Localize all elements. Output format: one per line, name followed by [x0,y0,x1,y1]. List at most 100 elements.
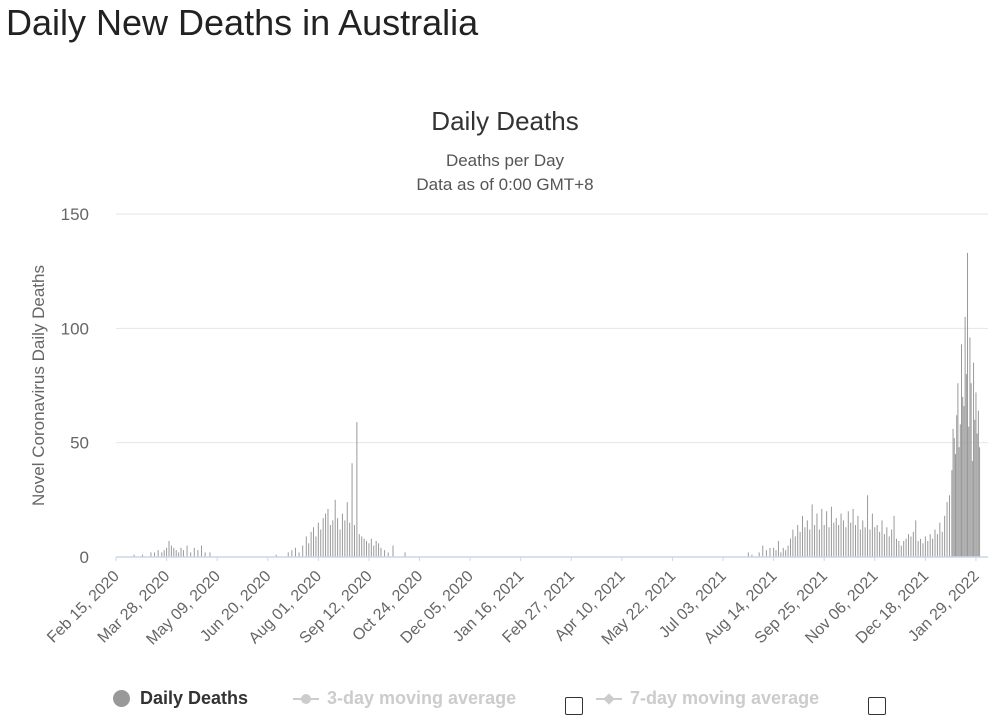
bar [835,518,837,557]
legend-item-7-day-average[interactable]: 7-day moving average [596,688,819,709]
bar [175,550,177,557]
bar [830,506,832,557]
bar [758,552,760,557]
legend-item-daily-deaths[interactable]: Daily Deaths [113,688,248,709]
bar [826,511,828,557]
bar [150,552,152,557]
bar [958,447,960,557]
bar [816,513,818,557]
bar [968,426,970,557]
bar [154,552,156,557]
bar [956,415,958,557]
bar [811,504,813,557]
bar [821,508,823,557]
bar [967,252,969,557]
y-axis-title: Novel Coronavirus Daily Deaths [29,265,48,506]
bar [769,547,771,557]
bar [337,518,339,557]
bar [823,524,825,557]
bar [787,545,789,557]
bar [953,438,955,557]
bar [322,518,324,557]
bar [315,536,317,557]
7-day-average-checkbox[interactable] [868,697,886,715]
bar [294,547,296,557]
bar [157,550,159,557]
bar [792,529,794,557]
legend-label: 7-day moving average [630,688,820,708]
bar [339,529,341,557]
bar [838,524,840,557]
bar [404,552,406,557]
bar [814,524,816,557]
bar [334,499,336,557]
bar [133,554,135,557]
bar [378,543,380,557]
bar [193,547,195,557]
bar [380,547,382,557]
bar [765,550,767,557]
bar [847,511,849,557]
bar [361,536,363,557]
bar [166,547,168,557]
bar [876,524,878,557]
y-tick-label: 150 [61,205,89,224]
bar [782,547,784,557]
bar [353,524,355,557]
bar [806,520,808,557]
bar [773,547,775,557]
bar [298,552,300,557]
bar [962,396,964,557]
bar [775,550,777,557]
bar [346,502,348,557]
bar [857,515,859,557]
bar [963,406,965,557]
bar [908,534,910,557]
chart-legend: Daily Deaths 3-day moving average 7-day … [0,688,1000,718]
bar [886,527,888,557]
legend-item-3-day-average[interactable]: 3-day moving average [293,688,516,709]
bar [785,550,787,557]
bar [182,550,184,557]
bar [351,463,353,557]
bar [924,536,926,557]
bar [275,554,277,557]
bar [368,543,370,557]
bar [879,531,881,557]
legend-label: Daily Deaths [140,688,249,708]
3-day-average-checkbox[interactable] [565,697,583,715]
gridlines [116,213,988,444]
bar [891,529,893,557]
bar [864,527,866,557]
bar [977,410,979,557]
bar [789,538,791,557]
bar [946,502,948,557]
bar [944,515,946,557]
bar [959,424,961,557]
bar [310,531,312,557]
bar [975,392,977,557]
bar [370,538,372,557]
bar [349,522,351,557]
bar [936,534,938,557]
bar [320,529,322,557]
bar [888,536,890,557]
bar [375,540,377,557]
bar [845,527,847,557]
bar [941,531,943,557]
bar [305,536,307,557]
bar [881,520,883,557]
bar [287,552,289,557]
bar [964,316,966,557]
bar [957,383,959,557]
bar [969,337,971,557]
bar [392,545,394,557]
bar [862,520,864,557]
bar [833,522,835,557]
bar [961,344,962,557]
bar [373,545,375,557]
bar [915,520,917,557]
bar [842,520,844,557]
bar [325,513,327,557]
